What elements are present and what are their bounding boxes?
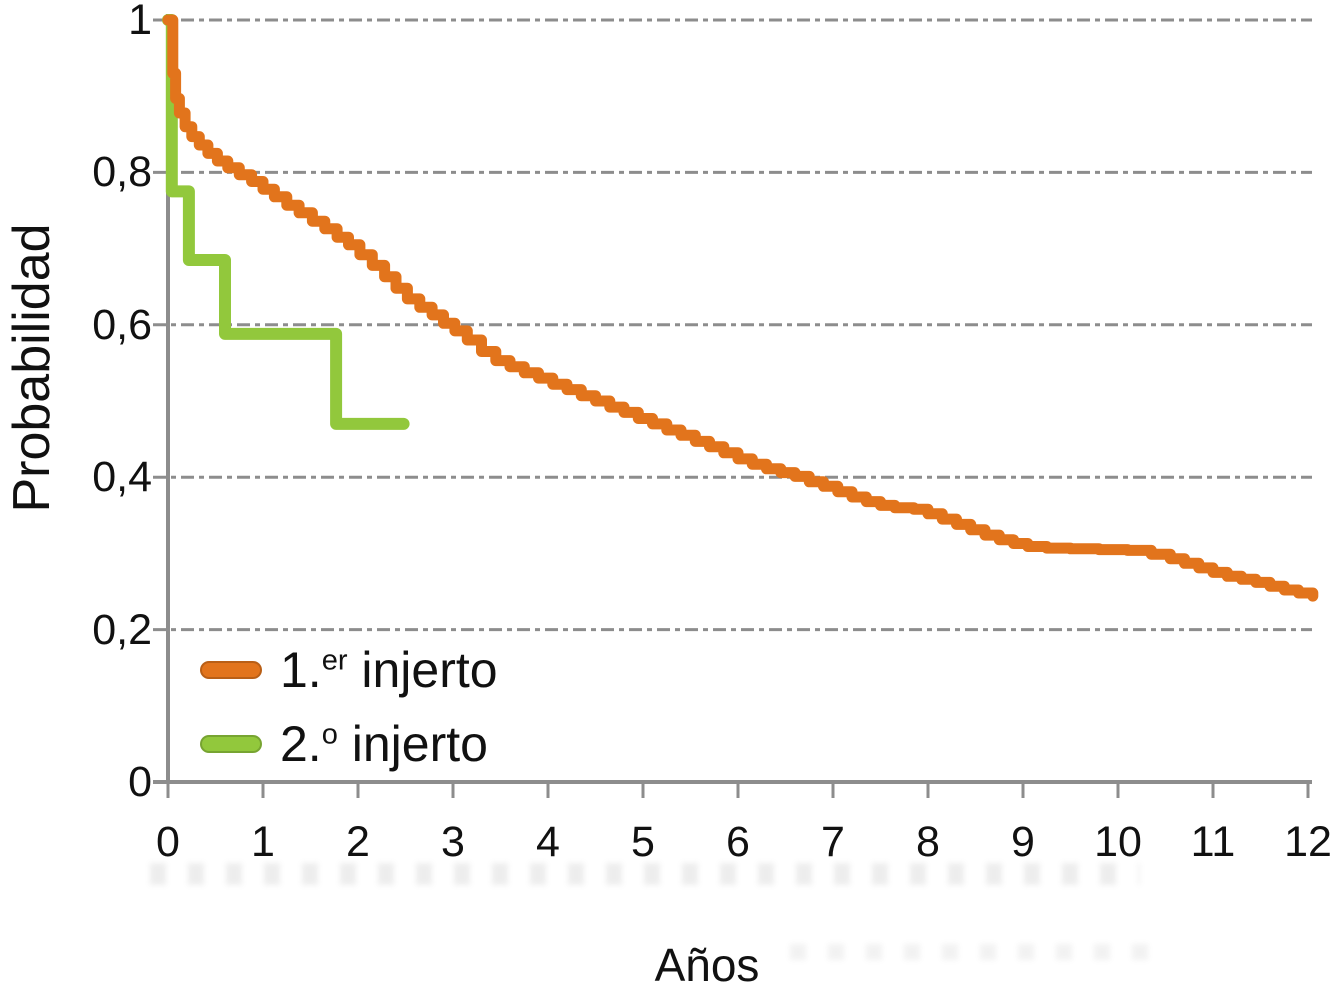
curve-2.º injerto <box>162 14 410 430</box>
faded-text-artifact <box>790 944 1170 960</box>
y-axis-title: Probabilidad <box>3 223 61 513</box>
curve-1.er injerto <box>162 14 1319 602</box>
x-axis-title: Años <box>654 939 760 987</box>
faded-text-artifact <box>150 863 1140 885</box>
